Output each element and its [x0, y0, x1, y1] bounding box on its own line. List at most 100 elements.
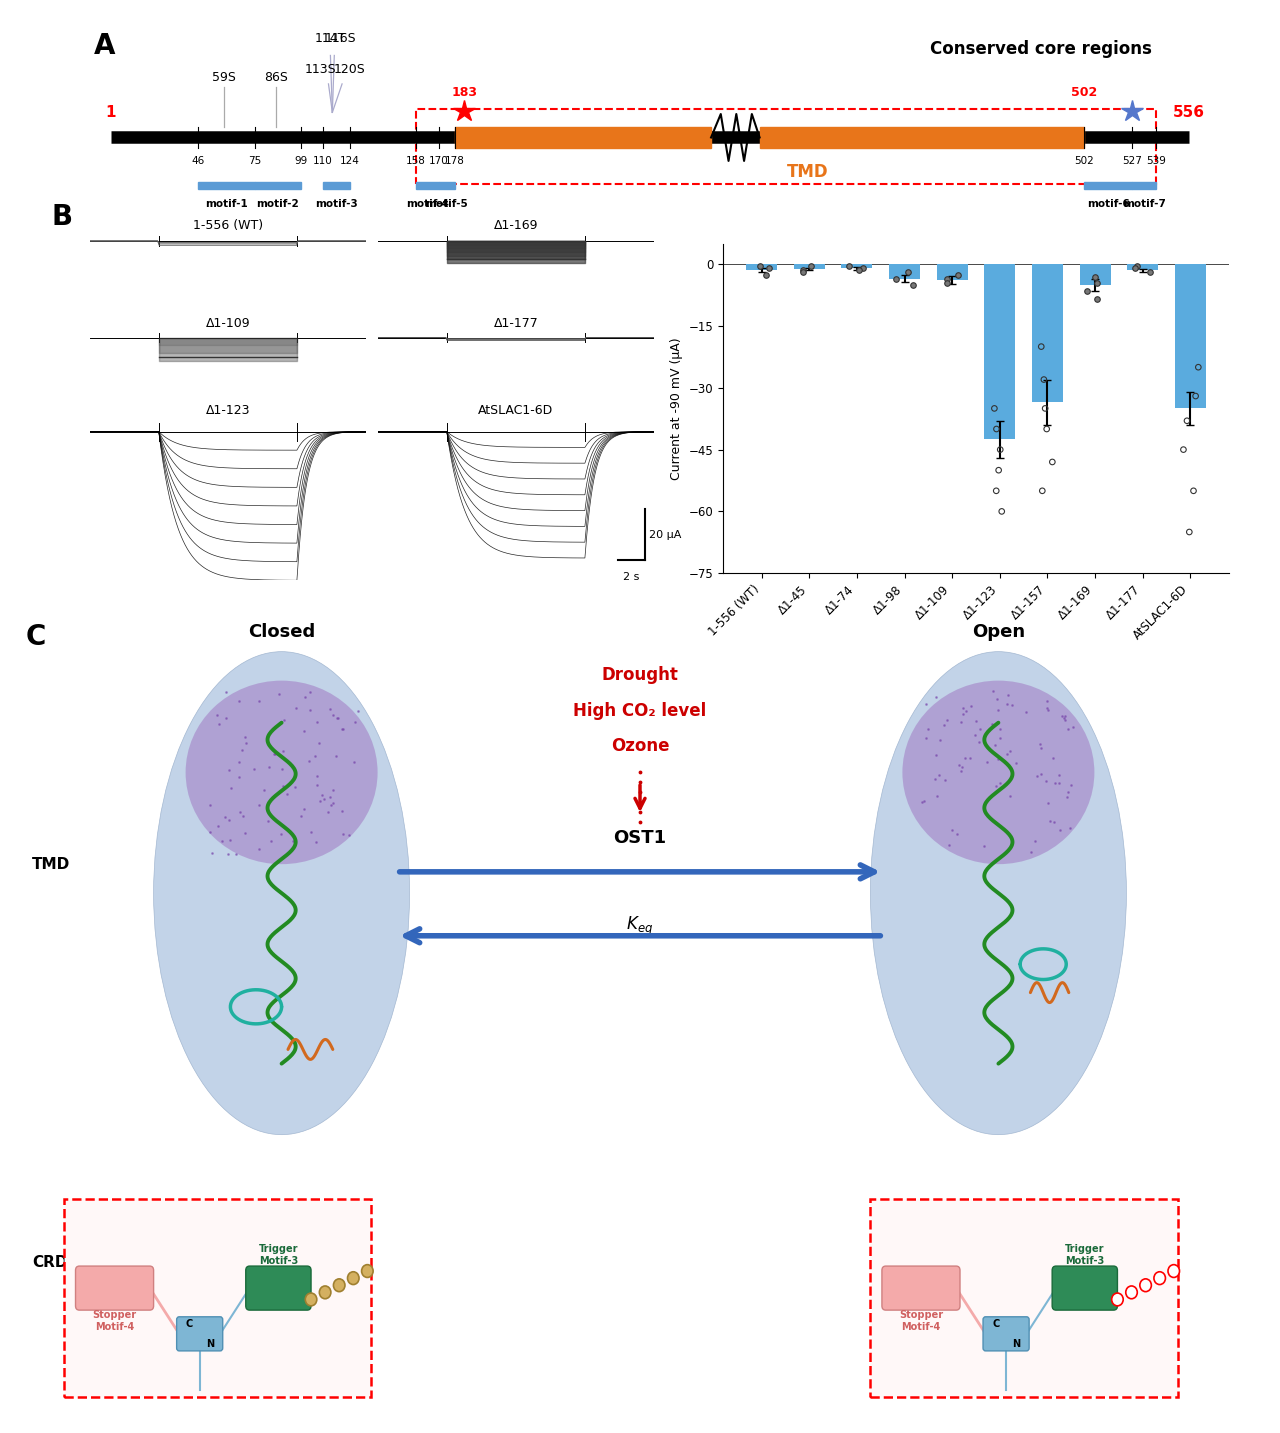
Text: TMD: TMD: [32, 857, 70, 873]
Bar: [1079, 264, 1111, 285]
Point: [1085, 265, 1106, 288]
FancyBboxPatch shape: [246, 1267, 311, 1310]
Text: 20 µA: 20 µA: [649, 530, 681, 540]
Ellipse shape: [154, 652, 410, 1135]
Text: AtSLAC1-6D: AtSLAC1-6D: [479, 404, 553, 417]
Text: CRD: CRD: [32, 1255, 68, 1270]
Text: 539: 539: [1146, 156, 1166, 166]
Text: 183: 183: [452, 86, 477, 99]
Bar: [746, 264, 777, 271]
Bar: [890, 264, 920, 278]
Text: motif-6: motif-6: [1087, 199, 1129, 209]
Text: 502: 502: [1071, 86, 1097, 99]
Text: C: C: [26, 623, 46, 651]
Text: 178: 178: [444, 156, 465, 166]
Text: 116S: 116S: [324, 33, 356, 46]
Text: Ozone: Ozone: [611, 737, 669, 755]
Text: 124: 124: [340, 156, 360, 166]
Text: Trigger
Motif-3: Trigger Motif-3: [1065, 1244, 1105, 1267]
Text: motif-2: motif-2: [256, 199, 300, 209]
Text: 1: 1: [106, 106, 116, 120]
Text: 86S: 86S: [264, 70, 288, 85]
Bar: [1128, 264, 1158, 271]
Bar: [416, 182, 439, 189]
Point: [984, 397, 1005, 420]
Text: motif-3: motif-3: [315, 199, 357, 209]
FancyBboxPatch shape: [177, 1317, 223, 1351]
Point: [988, 459, 1009, 481]
Text: Stopper
Motif-4: Stopper Motif-4: [899, 1310, 943, 1331]
Text: 158: 158: [406, 156, 426, 166]
Ellipse shape: [186, 681, 378, 864]
Circle shape: [348, 1271, 358, 1284]
Point: [937, 267, 957, 289]
Bar: [1133, 182, 1156, 189]
Point: [1087, 288, 1107, 311]
Text: N: N: [206, 1338, 214, 1348]
Text: C: C: [992, 1318, 1000, 1328]
Point: [749, 255, 769, 278]
Point: [1034, 368, 1055, 391]
Y-axis label: Current at -90 mV (μA): Current at -90 mV (μA): [671, 337, 684, 480]
Point: [1176, 410, 1197, 433]
Text: 114T: 114T: [315, 33, 346, 46]
Text: K$_{eq}$: K$_{eq}$: [626, 914, 654, 937]
Point: [755, 264, 776, 287]
Point: [992, 500, 1012, 523]
Point: [1188, 355, 1208, 378]
Text: Δ1-109: Δ1-109: [206, 317, 250, 330]
Bar: [1175, 264, 1206, 408]
Point: [1140, 261, 1161, 284]
Text: B: B: [51, 203, 73, 231]
Text: OST1: OST1: [613, 830, 667, 847]
Point: [759, 257, 780, 279]
Circle shape: [1169, 1265, 1180, 1277]
Bar: [937, 264, 968, 279]
Point: [897, 261, 918, 284]
Circle shape: [1155, 1271, 1166, 1284]
Circle shape: [334, 1278, 346, 1291]
Bar: [323, 182, 349, 189]
Point: [1179, 520, 1199, 543]
Bar: [255, 182, 301, 189]
Point: [801, 255, 822, 278]
Circle shape: [1111, 1293, 1124, 1305]
Text: A: A: [93, 32, 115, 60]
Circle shape: [306, 1293, 317, 1305]
Text: 502: 502: [1074, 156, 1094, 166]
Bar: [198, 182, 255, 189]
Text: 113S: 113S: [305, 63, 337, 76]
FancyBboxPatch shape: [870, 1198, 1178, 1397]
FancyBboxPatch shape: [76, 1267, 154, 1310]
Point: [849, 259, 869, 282]
Bar: [841, 264, 873, 268]
Text: 170: 170: [429, 156, 449, 166]
Text: Stopper
Motif-4: Stopper Motif-4: [92, 1310, 137, 1331]
Point: [989, 438, 1010, 461]
FancyBboxPatch shape: [983, 1317, 1029, 1351]
Bar: [1032, 264, 1062, 403]
Text: Open: Open: [972, 623, 1025, 641]
Text: 75: 75: [248, 156, 261, 166]
Point: [1126, 255, 1147, 278]
Text: TMD: TMD: [787, 162, 829, 181]
Point: [1030, 335, 1051, 358]
Text: Closed: Closed: [248, 623, 315, 641]
Text: Δ1-123: Δ1-123: [206, 404, 250, 417]
Text: Drought: Drought: [602, 666, 678, 684]
Ellipse shape: [902, 681, 1094, 864]
FancyBboxPatch shape: [1052, 1267, 1117, 1310]
Text: motif-5: motif-5: [425, 199, 468, 209]
Point: [886, 267, 906, 289]
Point: [1036, 397, 1056, 420]
Text: motif-4: motif-4: [406, 199, 449, 209]
Circle shape: [320, 1285, 332, 1298]
Point: [902, 274, 923, 297]
Bar: [439, 182, 454, 189]
Text: Δ1-169: Δ1-169: [494, 219, 538, 232]
Point: [794, 259, 814, 282]
Text: N: N: [1012, 1338, 1020, 1348]
Text: 99: 99: [294, 156, 308, 166]
Point: [840, 255, 860, 278]
Text: 120S: 120S: [334, 63, 366, 76]
